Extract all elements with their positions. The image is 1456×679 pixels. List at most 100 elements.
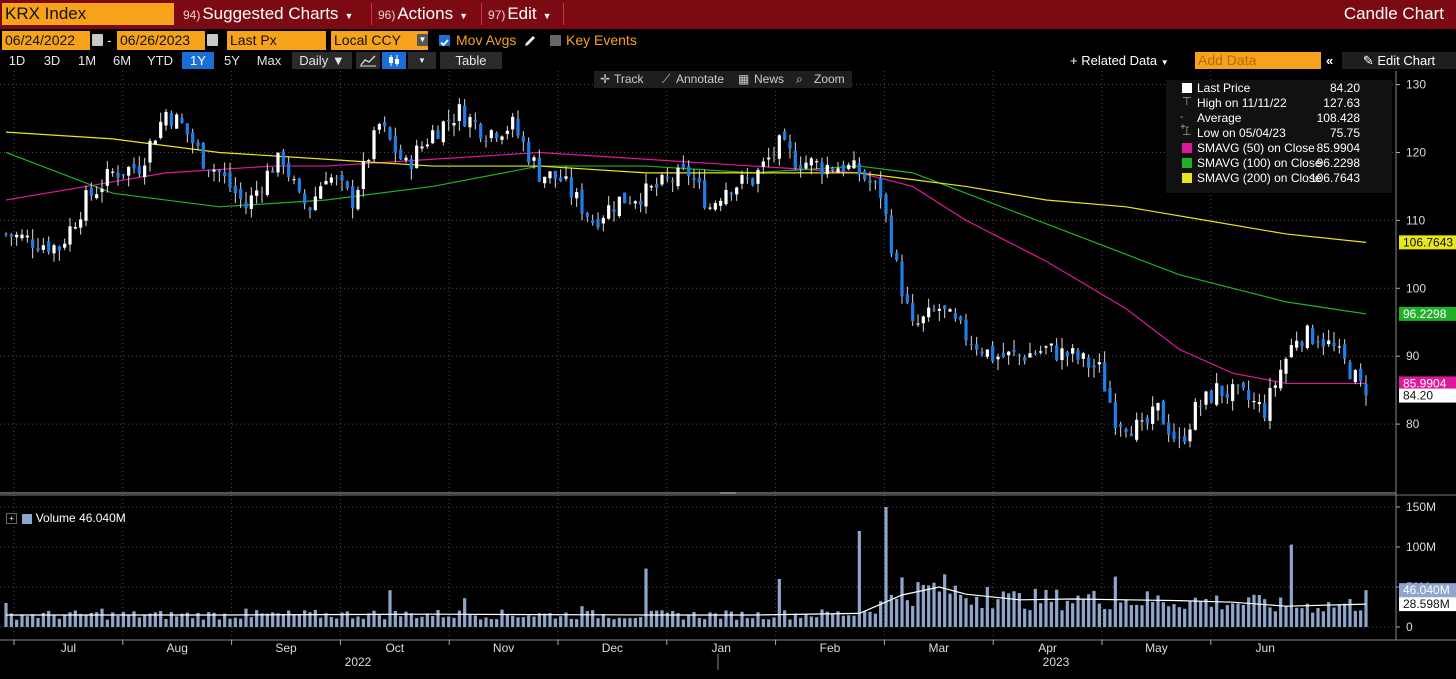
candle-body — [1215, 383, 1219, 405]
key-events-label[interactable]: Key Events — [566, 32, 637, 48]
collapse-icon[interactable]: « — [1326, 53, 1334, 68]
volume-bar — [628, 618, 632, 627]
start-date-field[interactable]: 06/24/2022 — [2, 31, 90, 50]
candle-body — [601, 217, 605, 224]
volume-bar — [196, 612, 200, 627]
candle-body — [905, 294, 909, 303]
high-marker-icon: ⊤ — [1182, 96, 1192, 108]
candle-body — [1247, 389, 1251, 401]
volume-bar — [116, 615, 120, 627]
news-tool[interactable]: News — [754, 72, 785, 86]
volume-bar — [831, 614, 835, 627]
frequency-select[interactable]: Daily ▼ — [292, 52, 352, 69]
price-field-select[interactable]: Last Px — [227, 31, 326, 50]
candle-body — [137, 165, 141, 175]
candle-body — [1012, 349, 1016, 353]
volume-bar — [1199, 601, 1203, 627]
range-button-ytd[interactable]: YTD — [147, 53, 173, 68]
candle-body — [761, 161, 765, 167]
candle-body — [111, 171, 115, 173]
range-button-5y[interactable]: 5Y — [224, 53, 240, 68]
add-data-input[interactable]: Add Data — [1195, 52, 1321, 69]
volume-bar — [377, 615, 381, 627]
related-data-menu[interactable]: + Related Data ▼ — [1070, 53, 1169, 68]
annotate-icon[interactable]: ⟋ — [662, 72, 671, 86]
volume-bar — [985, 587, 989, 627]
volume-bar — [569, 618, 573, 627]
mov-avgs-checkbox[interactable] — [439, 35, 450, 47]
volume-bar — [1055, 589, 1059, 627]
zoom-tool[interactable]: Zoom — [814, 72, 845, 86]
candle-body — [393, 135, 397, 153]
expand-icon[interactable]: + — [6, 513, 17, 525]
volume-bar — [1135, 604, 1139, 627]
volume-bar — [937, 591, 941, 627]
volume-bar — [1113, 576, 1117, 627]
volume-bar — [959, 594, 963, 627]
candle-body — [644, 183, 648, 207]
range-button-1d[interactable]: 1D — [8, 53, 26, 68]
end-date-field[interactable]: 06/26/2023 — [117, 31, 205, 50]
last-price-tag: 84.20 — [1399, 388, 1456, 403]
volume-bar — [409, 613, 413, 627]
volume-bar — [1359, 610, 1363, 627]
volume-bar — [1151, 602, 1155, 627]
candle-body — [895, 252, 899, 261]
range-button-1y[interactable]: 1Y — [182, 52, 214, 69]
candle-body — [1236, 384, 1240, 386]
candle-body — [223, 172, 227, 177]
month-label: Jan — [712, 641, 731, 655]
range-button-6m[interactable]: 6M — [112, 53, 132, 68]
chevron-down-icon[interactable]: ▼ — [408, 52, 436, 69]
range-button-max[interactable]: Max — [256, 53, 282, 68]
volume-bar — [68, 612, 72, 627]
volume-bar — [1108, 609, 1112, 627]
table-button[interactable]: Table — [440, 52, 502, 69]
edit-chart-button[interactable]: ✎ Edit Chart — [1342, 52, 1456, 69]
suggested-charts-menu[interactable]: 94) Suggested Charts ▼ — [177, 3, 372, 25]
annotate-tool[interactable]: Annotate — [676, 72, 725, 86]
volume-bar — [991, 608, 995, 627]
currency-select[interactable]: Local CCY — [331, 31, 428, 50]
range-button-1m[interactable]: 1M — [77, 53, 97, 68]
volume-bar — [1289, 544, 1293, 627]
volume-bar — [255, 610, 259, 627]
volume-bar — [441, 617, 445, 627]
volume-bar — [932, 582, 936, 627]
pencil-icon[interactable] — [523, 34, 537, 48]
key-events-checkbox[interactable] — [550, 35, 561, 46]
candle-body — [580, 189, 584, 214]
volume-bar — [644, 568, 648, 627]
actions-menu[interactable]: 96) Actions ▼ — [372, 3, 482, 25]
legend-label: Last Price — [1197, 81, 1251, 95]
candle-body — [457, 104, 461, 122]
candle-body — [868, 180, 872, 183]
ticker-input[interactable]: KRX Index — [2, 3, 174, 25]
candle-body — [185, 123, 189, 135]
chevron-down-icon[interactable]: ▼ — [417, 34, 428, 46]
track-tool[interactable]: Track — [614, 72, 644, 86]
volume-bar — [591, 610, 595, 627]
volume-bar — [148, 613, 152, 627]
candle-body — [335, 177, 339, 179]
line-chart-icon[interactable] — [356, 52, 380, 69]
candle-body — [1119, 424, 1123, 427]
volume-bar — [1364, 590, 1368, 627]
candle-body — [116, 172, 120, 178]
candle-body — [735, 187, 739, 195]
range-button-3d[interactable]: 3D — [43, 53, 61, 68]
crosshair-icon[interactable]: ✛ — [600, 72, 611, 86]
calendar-icon[interactable] — [207, 34, 218, 46]
mov-avgs-label[interactable]: Mov Avgs — [456, 32, 517, 48]
candle-chart-icon[interactable] — [382, 52, 406, 69]
calendar-icon[interactable] — [92, 34, 103, 46]
candle-body — [692, 177, 696, 181]
candle-body — [639, 200, 643, 205]
edit-menu[interactable]: 97) Edit ▼ — [482, 3, 564, 25]
zoom-icon[interactable]: ⌕ — [796, 72, 803, 86]
volume-bar — [500, 609, 504, 627]
volume-bar — [1209, 606, 1213, 627]
news-icon[interactable]: ▦ — [738, 72, 750, 86]
candle-body — [1177, 437, 1181, 439]
